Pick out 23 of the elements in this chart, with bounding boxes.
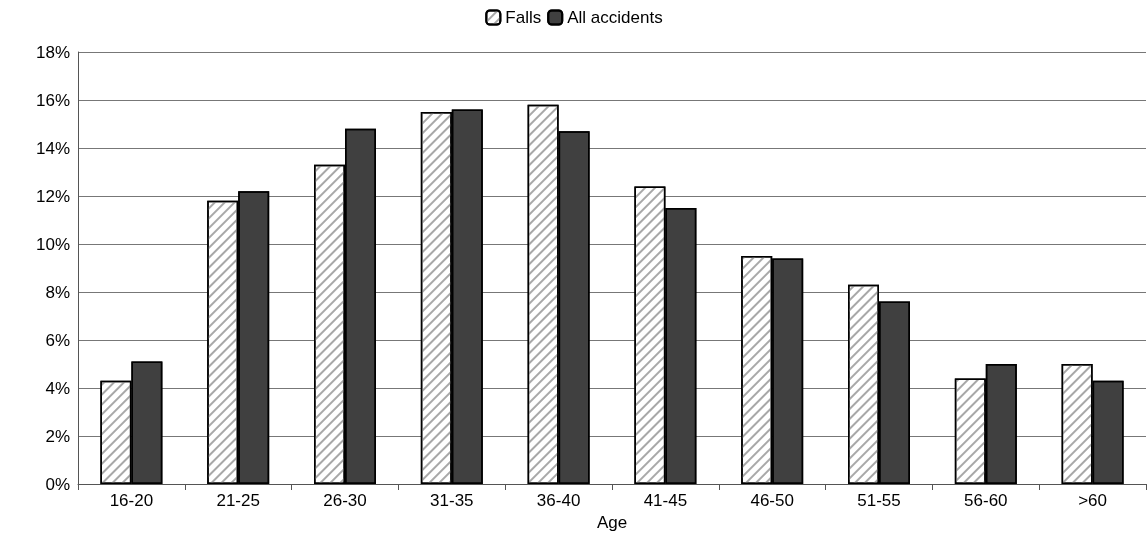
x-tick-label: >60: [1078, 491, 1108, 510]
y-tick-label: 4%: [45, 378, 70, 398]
y-tick-label: 16%: [35, 90, 70, 110]
x-tick-label: 26-30: [323, 491, 367, 510]
x-tick-label: 21-25: [216, 491, 260, 510]
x-tick-label: 36-40: [536, 491, 581, 510]
x-axis-title: Age: [596, 512, 628, 532]
x-tick-label: 41-45: [643, 491, 688, 510]
y-tick-label: 14%: [35, 138, 70, 158]
legend-label: Falls: [505, 8, 542, 27]
legend-label: All accidents: [567, 8, 663, 27]
y-tick-label: 2%: [45, 426, 70, 446]
y-tick-label: 18%: [35, 42, 70, 62]
y-tick-label: 10%: [35, 234, 70, 254]
y-tick-label: 12%: [35, 186, 70, 206]
y-tick-label: 0%: [45, 474, 70, 494]
x-tick-label: 51-55: [857, 491, 901, 510]
y-tick-label: 8%: [45, 282, 70, 302]
x-tick-label: 56-60: [964, 491, 1008, 510]
y-tick-label: 6%: [45, 330, 70, 350]
x-tick-label: 46-50: [750, 491, 794, 510]
x-tick-label: 31-35: [430, 491, 474, 510]
x-tick-label: 16-20: [109, 491, 154, 510]
